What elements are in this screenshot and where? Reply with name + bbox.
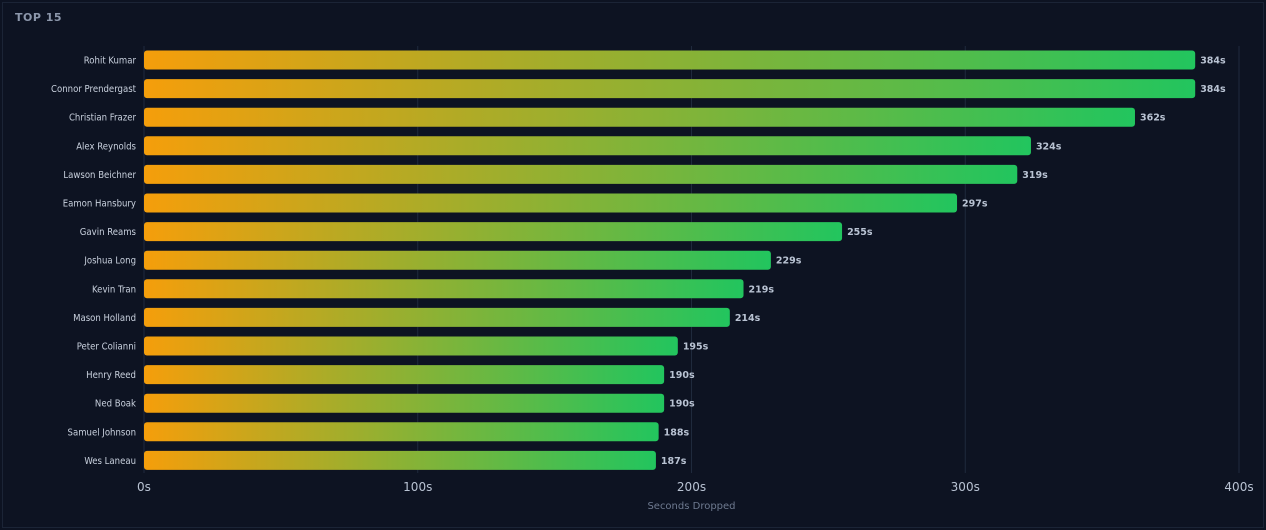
value-label: 190s (669, 399, 695, 410)
bar[interactable] (144, 136, 1031, 156)
value-label: 190s (669, 370, 695, 381)
value-label: 384s (1200, 56, 1226, 67)
category-label: Eamon Hansbury (63, 199, 136, 210)
panel-title: TOP 15 (15, 11, 63, 24)
category-label: Mason Holland (73, 313, 136, 324)
value-label: 214s (735, 313, 761, 324)
bar[interactable] (144, 393, 665, 413)
x-tick-label: 400s (1224, 480, 1253, 494)
category-label: Wes Laneau (84, 456, 136, 467)
bar[interactable] (144, 307, 730, 327)
value-label: 188s (664, 427, 690, 438)
bar[interactable] (144, 164, 1018, 184)
value-label: 219s (749, 284, 775, 295)
value-label: 195s (683, 342, 709, 353)
value-label: 324s (1036, 141, 1062, 152)
value-label: 187s (661, 456, 687, 467)
category-label: Rohit Kumar (84, 56, 137, 67)
value-label: 255s (847, 227, 873, 238)
x-axis-title: Seconds Dropped (647, 501, 735, 512)
category-label: Joshua Long (83, 256, 136, 267)
x-tick-label: 200s (677, 480, 706, 494)
bar[interactable] (144, 365, 665, 385)
bar[interactable] (144, 450, 656, 470)
value-label: 229s (776, 256, 802, 267)
value-label: 362s (1140, 113, 1166, 124)
x-tick-label: 0s (137, 480, 151, 494)
bar[interactable] (144, 79, 1196, 99)
bar[interactable] (144, 193, 958, 213)
bar[interactable] (144, 250, 771, 270)
x-tick-label: 300s (951, 480, 980, 494)
bar[interactable] (144, 50, 1196, 70)
category-label: Christian Frazer (69, 113, 137, 124)
bar[interactable] (144, 222, 843, 242)
x-tick-label: 100s (403, 480, 432, 494)
category-label: Gavin Reams (80, 227, 137, 238)
labels: 0s 100s 200s 300s 400s Rohit Kumar 384s Connor … (51, 56, 1254, 495)
value-label: 319s (1022, 170, 1048, 181)
category-label: Ned Boak (95, 399, 136, 410)
category-label: Henry Reed (86, 370, 136, 381)
category-label: Lawson Beichner (63, 170, 136, 181)
value-label: 297s (962, 199, 988, 210)
category-label: Samuel Johnson (68, 427, 136, 438)
bar[interactable] (144, 422, 659, 442)
category-label: Alex Reynolds (76, 141, 136, 152)
category-label: Connor Prendergast (51, 84, 137, 95)
bar[interactable] (144, 336, 678, 356)
bar[interactable] (144, 107, 1135, 127)
bar[interactable] (144, 279, 744, 299)
value-label: 384s (1200, 84, 1226, 95)
category-label: Peter Colianni (77, 342, 136, 353)
bars (144, 50, 1196, 470)
category-label: Kevin Tran (92, 284, 136, 295)
